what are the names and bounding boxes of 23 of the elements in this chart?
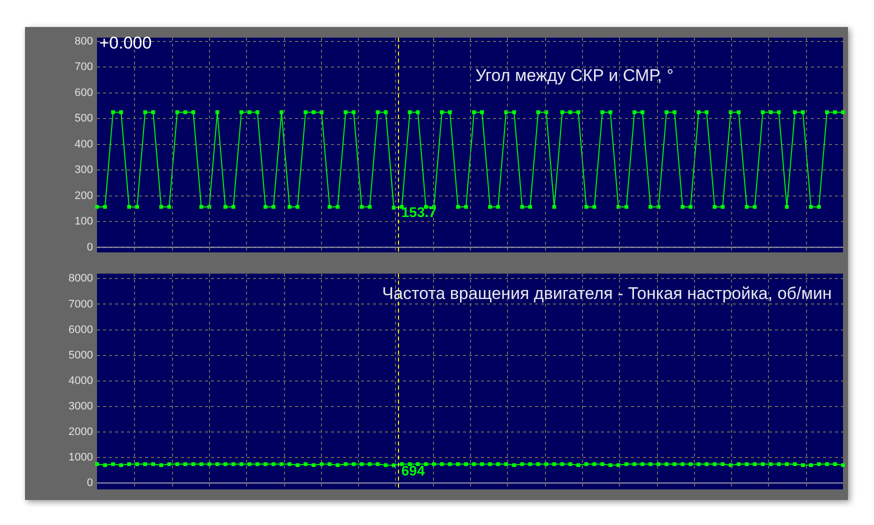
y-tick-label: 5000 — [68, 349, 93, 362]
y-tick-label: 100 — [74, 216, 93, 228]
y-tick-label: 600 — [74, 86, 93, 99]
text: Угол между СКР и СМР, ° — [475, 66, 674, 85]
y-tick-label: 200 — [74, 190, 93, 202]
y-tick-label: 700 — [74, 61, 93, 74]
y-tick-label: 7000 — [68, 298, 93, 310]
y-tick-label: 500 — [74, 112, 93, 125]
annotation: 153.7 — [401, 204, 437, 220]
y-tick-label: 400 — [74, 138, 93, 150]
y-tick-label: 2000 — [68, 426, 93, 438]
annotation: +0.000 — [99, 34, 152, 53]
y-tick-label: 800 — [74, 35, 93, 48]
y-tick-label: 4000 — [68, 374, 93, 387]
y-tick-label: 6000 — [68, 324, 93, 336]
y-tick-label: 8000 — [68, 272, 93, 285]
y-tick-label: 1000 — [68, 452, 93, 464]
annotation: 694 — [401, 462, 425, 478]
y-tick-label: 3000 — [68, 400, 93, 412]
y-tick-label: 0 — [86, 241, 93, 254]
y-tick-label: 300 — [74, 164, 93, 176]
y-tick-label: 0 — [86, 477, 93, 490]
text: Частота вращения двигателя - Тонкая настройка, об/мин — [382, 284, 832, 303]
